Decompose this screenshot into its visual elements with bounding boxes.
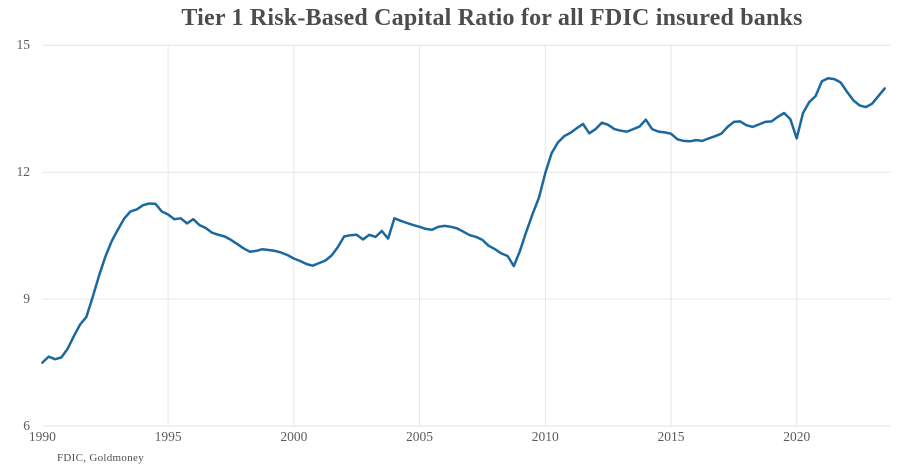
- data-series-line: [41, 77, 886, 364]
- x-axis-tick-label: 2010: [531, 429, 559, 444]
- x-axis-tick-label: 1990: [28, 429, 56, 444]
- x-axis-tick-label: 2000: [280, 429, 308, 444]
- y-axis-tick-label: 6: [23, 418, 30, 433]
- y-axis-tick-label: 15: [16, 37, 31, 53]
- x-axis-tick-label: 2005: [406, 429, 434, 444]
- chart-title: Tier 1 Risk-Based Capital Ratio for all …: [181, 5, 803, 31]
- y-axis-tick-label: 12: [16, 164, 31, 180]
- y-axis-tick-label: 9: [23, 291, 30, 307]
- x-axis-tick-label: 2015: [657, 429, 685, 444]
- source-attribution: FDIC, Goldmoney: [57, 452, 144, 464]
- x-axis-tick-label: 1995: [154, 429, 182, 444]
- x-axis-tick-label: 2020: [783, 429, 811, 444]
